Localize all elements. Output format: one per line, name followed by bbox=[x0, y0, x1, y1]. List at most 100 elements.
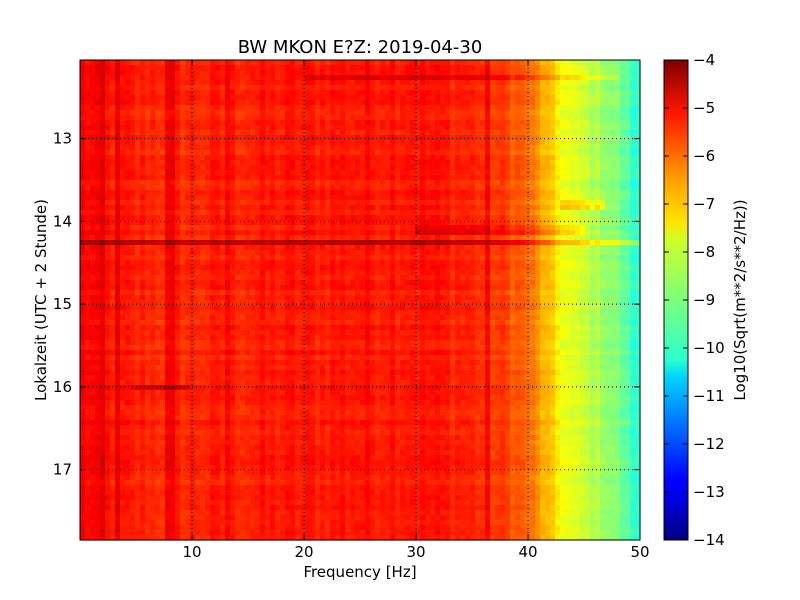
heatmap-cell bbox=[165, 210, 171, 216]
heatmap-cell bbox=[445, 160, 451, 166]
heatmap-cell bbox=[485, 180, 491, 186]
heatmap-cell bbox=[390, 160, 396, 166]
heatmap-cell bbox=[380, 270, 386, 276]
heatmap-cell bbox=[430, 170, 436, 176]
heatmap-cell bbox=[215, 90, 221, 96]
heatmap-cell bbox=[435, 160, 441, 166]
heatmap-cell bbox=[540, 270, 546, 276]
heatmap-cell bbox=[105, 225, 111, 231]
heatmap-cell bbox=[575, 130, 581, 136]
heatmap-cell bbox=[80, 60, 86, 66]
heatmap-cell bbox=[210, 205, 216, 211]
heatmap-cell bbox=[155, 280, 161, 286]
heatmap-cell bbox=[100, 215, 106, 221]
heatmap-cell bbox=[330, 85, 336, 91]
heatmap-cell bbox=[540, 220, 546, 226]
heatmap-cell bbox=[190, 95, 196, 101]
heatmap-cell bbox=[610, 195, 616, 201]
heatmap-cell bbox=[90, 185, 96, 191]
heatmap-cell bbox=[95, 210, 101, 216]
heatmap-cell bbox=[230, 210, 236, 216]
heatmap-cell bbox=[535, 230, 541, 236]
heatmap-cell bbox=[520, 135, 526, 141]
heatmap-cell bbox=[295, 155, 301, 161]
heatmap-cell bbox=[200, 235, 206, 241]
heatmap-cell bbox=[510, 60, 516, 66]
heatmap-cell bbox=[165, 225, 171, 231]
heatmap-cell bbox=[440, 260, 446, 266]
heatmap-cell bbox=[300, 95, 306, 101]
heatmap-cell bbox=[600, 105, 606, 111]
heatmap-cell bbox=[635, 110, 641, 116]
heatmap-cell bbox=[485, 95, 491, 101]
heatmap-cell bbox=[260, 115, 266, 121]
heatmap-cell bbox=[600, 210, 606, 216]
heatmap-cell bbox=[315, 235, 321, 241]
heatmap-cell bbox=[570, 200, 576, 206]
heatmap-cell bbox=[280, 190, 286, 196]
heatmap-cell bbox=[140, 80, 146, 86]
heatmap-cell bbox=[270, 275, 276, 281]
heatmap-cell bbox=[450, 265, 456, 271]
heatmap-cell bbox=[355, 215, 361, 221]
heatmap-cell bbox=[390, 85, 396, 91]
heatmap-cell bbox=[370, 225, 376, 231]
heatmap-cell bbox=[295, 275, 301, 281]
heatmap-cell bbox=[380, 200, 386, 206]
heatmap-cell bbox=[295, 140, 301, 146]
heatmap-cell bbox=[295, 85, 301, 91]
heatmap-cell bbox=[170, 200, 176, 206]
heatmap-cell bbox=[140, 250, 146, 256]
heatmap-cell bbox=[330, 215, 336, 221]
heatmap-cell bbox=[430, 120, 436, 126]
heatmap-cell bbox=[400, 160, 406, 166]
heatmap-cell bbox=[320, 75, 326, 81]
heatmap-cell bbox=[325, 205, 331, 211]
heatmap-cell bbox=[245, 60, 251, 66]
heatmap-cell bbox=[430, 105, 436, 111]
heatmap-cell bbox=[500, 115, 506, 121]
heatmap-cell bbox=[195, 145, 201, 151]
heatmap-cell bbox=[540, 260, 546, 266]
heatmap-cell bbox=[250, 270, 256, 276]
heatmap-cell bbox=[505, 245, 511, 251]
heatmap-cell bbox=[150, 205, 156, 211]
heatmap-cell bbox=[385, 95, 391, 101]
heatmap-cell bbox=[195, 85, 201, 91]
heatmap-cell bbox=[635, 70, 641, 76]
heatmap-cell bbox=[145, 220, 151, 226]
heatmap-cell bbox=[285, 190, 291, 196]
heatmap-cell bbox=[290, 240, 296, 246]
heatmap-cell bbox=[285, 80, 291, 86]
heatmap-cell bbox=[255, 70, 261, 76]
heatmap-cell bbox=[580, 165, 586, 171]
heatmap-cell bbox=[140, 175, 146, 181]
heatmap-cell bbox=[545, 140, 551, 146]
heatmap-cell bbox=[370, 190, 376, 196]
heatmap-cell bbox=[230, 100, 236, 106]
heatmap-cell bbox=[565, 250, 571, 256]
heatmap-cell bbox=[560, 230, 566, 236]
heatmap-cell bbox=[400, 235, 406, 241]
heatmap-cell bbox=[450, 80, 456, 86]
heatmap-cell bbox=[480, 110, 486, 116]
heatmap-cell bbox=[410, 225, 416, 231]
heatmap-cell bbox=[350, 70, 356, 76]
heatmap-cell bbox=[325, 260, 331, 266]
heatmap-cell bbox=[100, 105, 106, 111]
heatmap-cell bbox=[615, 205, 621, 211]
heatmap-cell bbox=[90, 105, 96, 111]
heatmap-cell bbox=[120, 175, 126, 181]
heatmap-cell bbox=[430, 175, 436, 181]
heatmap-cell bbox=[185, 150, 191, 156]
heatmap-cell bbox=[435, 260, 441, 266]
heatmap-cell bbox=[155, 115, 161, 121]
heatmap-cell bbox=[615, 105, 621, 111]
heatmap-cell bbox=[625, 140, 631, 146]
heatmap-cell bbox=[365, 165, 371, 171]
heatmap-cell bbox=[295, 70, 301, 76]
heatmap-cell bbox=[325, 95, 331, 101]
heatmap-cell bbox=[225, 275, 231, 281]
heatmap-cell bbox=[275, 220, 281, 226]
heatmap-cell bbox=[535, 145, 541, 151]
